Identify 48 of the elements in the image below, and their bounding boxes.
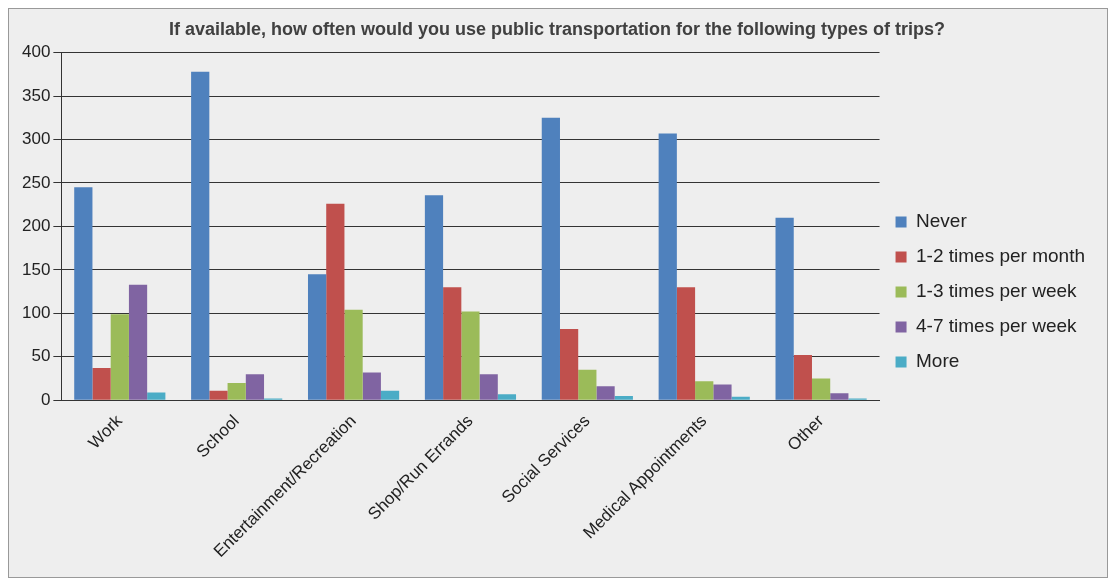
bar	[362, 372, 381, 400]
bar	[676, 287, 696, 400]
bar	[209, 390, 228, 400]
bar	[344, 309, 363, 400]
bar	[461, 311, 480, 400]
bar	[596, 386, 615, 400]
bar	[775, 217, 794, 400]
y-tick-label: 400	[21, 42, 51, 62]
bar	[128, 284, 148, 400]
bar	[614, 395, 633, 400]
legend-label: 1-2 times per month	[916, 245, 1086, 267]
bar	[110, 314, 129, 400]
bar	[380, 390, 400, 400]
y-tick-label: 250	[21, 172, 51, 192]
bar	[307, 274, 327, 400]
legend-label: Never	[916, 210, 968, 232]
bar	[245, 374, 265, 400]
bar	[92, 368, 111, 400]
bar	[479, 374, 498, 400]
bar	[191, 71, 210, 400]
bar	[811, 378, 831, 400]
y-tick-label: 100	[21, 303, 51, 323]
bar	[541, 117, 560, 400]
y-tick-label: 300	[21, 129, 51, 149]
bar	[147, 392, 166, 400]
bar	[497, 394, 517, 400]
bar	[74, 187, 93, 400]
chart-title: If available, how often would you use public transportation for the following types of trips?	[168, 18, 946, 39]
legend-label: 1-3 times per week	[916, 280, 1078, 302]
y-tick-label: 350	[21, 85, 51, 105]
bar	[731, 396, 750, 400]
y-tick-label: 200	[21, 216, 51, 236]
legend-label: More	[916, 350, 960, 372]
bar	[424, 195, 444, 400]
bar	[559, 329, 579, 400]
bar	[658, 133, 677, 400]
bar	[713, 384, 732, 400]
bar	[830, 393, 849, 400]
bar	[443, 287, 462, 400]
bar	[227, 382, 246, 400]
bar	[793, 355, 812, 400]
legend-label: 4-7 times per week	[916, 315, 1078, 337]
bar	[578, 369, 597, 400]
bar	[326, 203, 345, 400]
y-tick-label: 0	[40, 389, 51, 409]
y-tick-label: 50	[31, 346, 51, 366]
bar	[695, 381, 714, 400]
y-tick-label: 150	[21, 259, 51, 279]
